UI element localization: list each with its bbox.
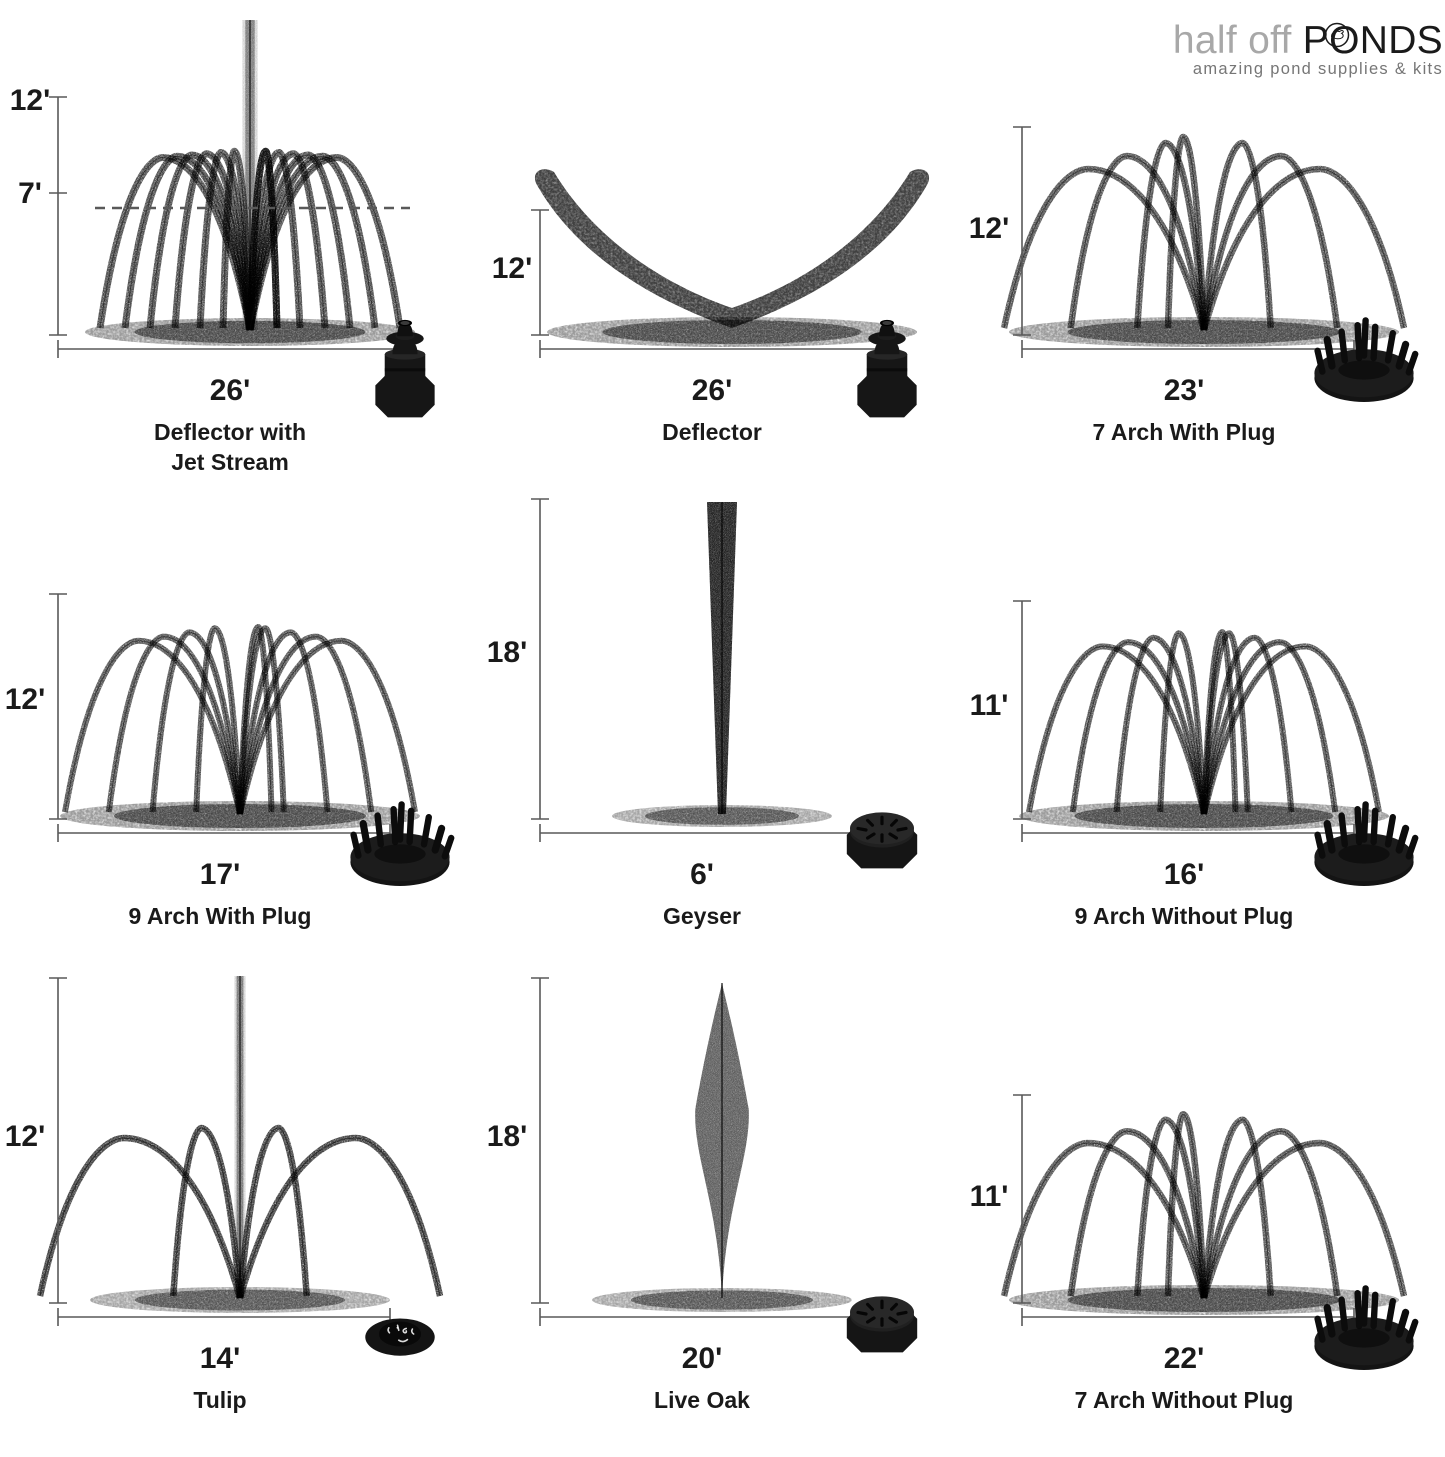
svg-text:Deflector with: Deflector with xyxy=(154,419,306,445)
svg-text:18': 18' xyxy=(487,636,528,669)
svg-text:26': 26' xyxy=(210,374,251,407)
svg-text:22': 22' xyxy=(1164,1342,1205,1375)
svg-text:7': 7' xyxy=(18,177,42,210)
svg-text:20': 20' xyxy=(682,1342,723,1375)
svg-text:12': 12' xyxy=(10,84,51,117)
svg-text:12': 12' xyxy=(5,1120,46,1153)
svg-text:23': 23' xyxy=(1164,374,1205,407)
svg-text:12': 12' xyxy=(492,252,533,285)
svg-text:half off PONDS: half off PONDS xyxy=(1173,19,1443,62)
svg-text:9 Arch With Plug: 9 Arch With Plug xyxy=(129,903,312,929)
svg-text:7 Arch Without Plug: 7 Arch Without Plug xyxy=(1075,1387,1294,1413)
svg-text:14': 14' xyxy=(200,1342,241,1375)
svg-text:18': 18' xyxy=(487,1120,528,1153)
svg-text:11': 11' xyxy=(970,689,1009,722)
svg-text:9 Arch Without Plug: 9 Arch Without Plug xyxy=(1075,903,1294,929)
svg-text:amazing pond supplies & kits: amazing pond supplies & kits xyxy=(1193,60,1443,78)
svg-text:26': 26' xyxy=(692,374,733,407)
svg-text:Deflector: Deflector xyxy=(662,419,762,445)
svg-text:Jet Stream: Jet Stream xyxy=(171,449,289,475)
svg-text:Geyser: Geyser xyxy=(663,903,741,929)
svg-text:12': 12' xyxy=(969,212,1010,245)
svg-text:Tulip: Tulip xyxy=(193,1387,246,1413)
svg-text:6': 6' xyxy=(690,858,714,891)
svg-text:Live Oak: Live Oak xyxy=(654,1387,750,1413)
svg-text:7 Arch With Plug: 7 Arch With Plug xyxy=(1093,419,1276,445)
svg-text:16': 16' xyxy=(1164,858,1205,891)
svg-text:17': 17' xyxy=(200,858,241,891)
svg-text:11': 11' xyxy=(970,1180,1009,1213)
svg-text:12': 12' xyxy=(5,683,46,716)
